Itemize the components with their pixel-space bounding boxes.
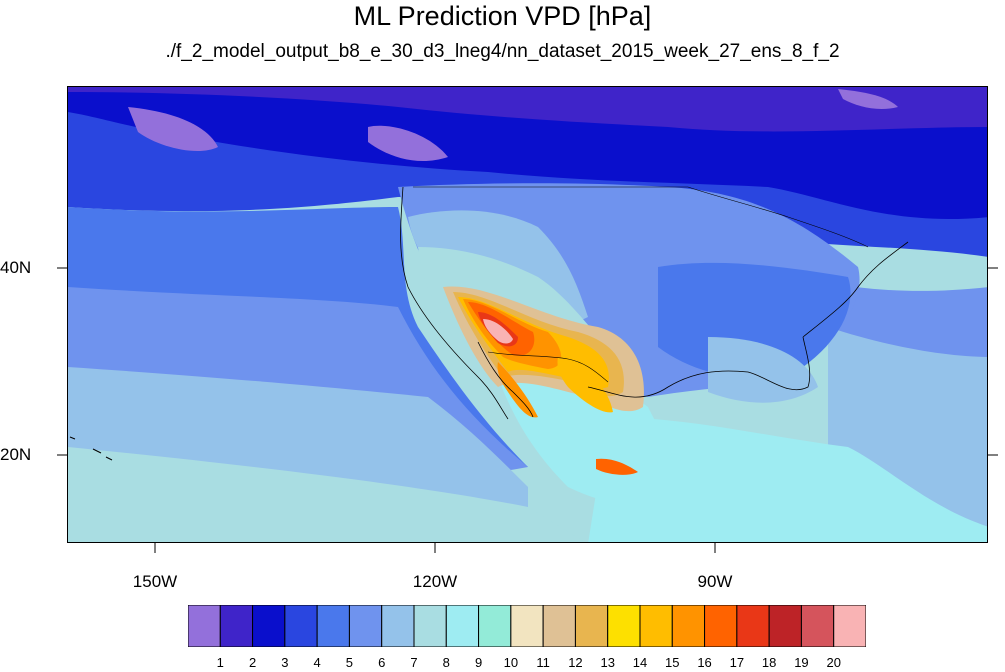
field-arctic-patch-3 — [838, 89, 898, 110]
colorbar-tick-label: 14 — [632, 655, 648, 670]
coastline-gulf — [587, 336, 811, 398]
vpd-map-svg — [68, 87, 987, 542]
colorbar-swatch — [510, 605, 544, 647]
colorbar-swatch — [252, 605, 286, 647]
field-baja-hot — [497, 362, 538, 418]
field-central-america-hot — [596, 458, 638, 475]
coastline-east — [802, 241, 909, 338]
field-mexico-hot — [557, 357, 613, 413]
colorbar-tick-label: 3 — [281, 655, 289, 670]
lon-label-90w: 90W — [697, 572, 733, 591]
vpd-map-area — [67, 86, 988, 543]
colorbar-swatch — [284, 605, 318, 647]
lat-label-20n: 20N — [0, 445, 32, 464]
coastline-baja — [477, 341, 534, 418]
border-us-mexico — [487, 351, 609, 383]
colorbar-tick-label: 18 — [761, 655, 777, 670]
colorbar-swatch — [188, 605, 221, 647]
colorbar-swatch — [574, 605, 609, 647]
lat-label-40n: 40N — [0, 258, 32, 277]
colorbar-tick-label: 17 — [729, 655, 745, 670]
colorbar-swatch — [768, 605, 802, 647]
coastline-west — [400, 186, 509, 420]
colorbar-tick-label: 5 — [345, 655, 354, 670]
field-sw-20 — [483, 319, 513, 344]
colorbar-tick-label: 13 — [600, 655, 615, 670]
colorbar-swatch — [704, 605, 738, 647]
colorbar-tick-label: 10 — [503, 655, 519, 670]
colorbar-tick-label: 4 — [313, 655, 321, 670]
map-subtitle: ./f_2_model_output_b8_e_30_d3_lneg4/nn_d… — [165, 41, 840, 62]
colorbar-swatch — [671, 605, 706, 647]
colorbar — [188, 605, 866, 647]
field-us-southeast — [708, 337, 818, 403]
colorbar-swatch — [316, 605, 350, 647]
field-band-tropics — [68, 447, 585, 542]
colorbar-tick-label: 16 — [697, 655, 712, 670]
colorbar-swatch — [445, 605, 480, 647]
colorbar-tick-label: 11 — [536, 655, 550, 670]
lon-label-150w: 150W — [132, 572, 178, 591]
colorbar-swatch — [348, 605, 383, 647]
colorbar-tick-label: 7 — [410, 655, 418, 670]
colorbar-swatch — [607, 605, 641, 647]
field-arctic-patch-2 — [368, 125, 448, 162]
field-us-east — [658, 262, 851, 379]
colorbar-tick-label: 2 — [248, 655, 257, 670]
colorbar-swatch — [478, 605, 512, 647]
colorbar-swatch — [639, 605, 673, 647]
colorbar-tick-label: 12 — [568, 655, 583, 670]
field-mexico-cyan — [488, 347, 728, 511]
colorbar-swatch — [542, 605, 576, 647]
colorbar-swatch — [736, 605, 770, 647]
colorbar-tick-label: 15 — [665, 655, 680, 670]
colorbar-swatch — [381, 605, 415, 647]
colorbar-swatch — [800, 605, 835, 647]
map-title: ML Prediction VPD [hPa] — [353, 1, 652, 31]
field-arctic-patch-1 — [128, 107, 218, 152]
border-us-canada — [413, 186, 869, 248]
colorbar-tick-label: 19 — [794, 655, 809, 670]
colorbar-tick-label: 20 — [826, 655, 841, 670]
colorbar-swatch — [219, 605, 254, 647]
colorbar-tick-label: 6 — [378, 655, 386, 670]
colorbar-swatch — [833, 605, 866, 647]
coastline-hawaii — [69, 436, 113, 461]
colorbar-tick-label: 1 — [216, 655, 224, 670]
colorbar-tick-label: 9 — [474, 655, 483, 670]
field-band-arctic — [68, 87, 987, 132]
colorbar-swatch — [413, 605, 447, 647]
colorbar-tick-label: 8 — [442, 655, 450, 670]
lon-label-120w: 120W — [412, 572, 458, 591]
